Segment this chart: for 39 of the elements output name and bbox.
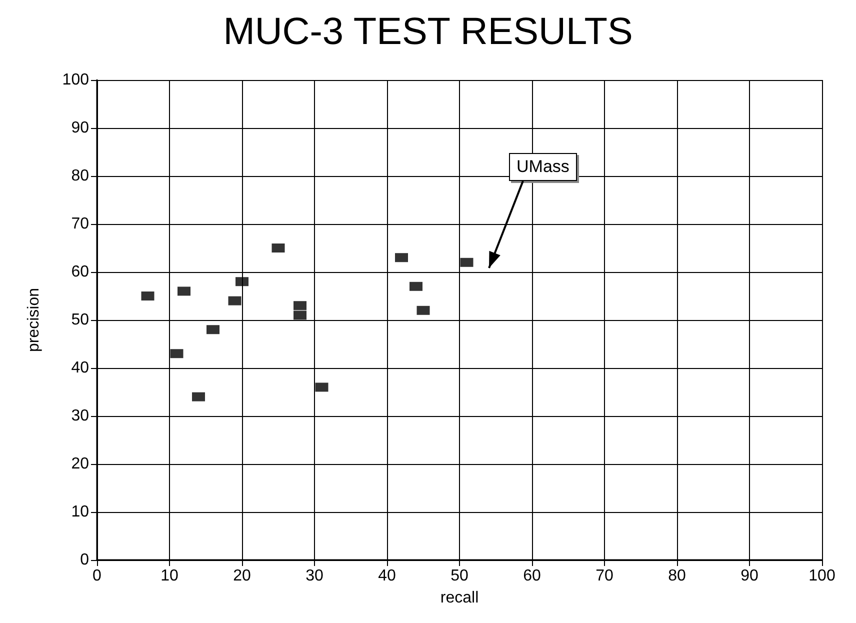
x-tick-label: 0 (92, 568, 102, 584)
point (228, 296, 242, 306)
x-tick-label: 20 (233, 568, 251, 584)
y-tick-label: 100 (62, 72, 90, 88)
y-tick-label: 30 (71, 408, 90, 424)
point (192, 392, 205, 402)
x-tick-label: 100 (808, 568, 836, 584)
y-tick-label: 50 (71, 312, 90, 328)
y-tick-label: 60 (71, 264, 90, 280)
point (170, 349, 184, 358)
y-axis-title: precision (26, 288, 42, 352)
point (410, 282, 422, 291)
y-tick-label: 40 (71, 360, 90, 376)
point (178, 286, 190, 296)
point (206, 325, 220, 334)
x-tick-label: 10 (160, 568, 178, 584)
point (294, 310, 306, 320)
point (294, 301, 306, 310)
x-axis-title: recall (440, 590, 479, 606)
y-tick-label: 10 (71, 504, 90, 520)
x-tick-label: 90 (740, 568, 758, 584)
y-tick-label: 70 (71, 216, 90, 232)
point (416, 306, 430, 315)
point (236, 277, 248, 286)
y-tick-label: 0 (80, 552, 90, 568)
chart-title: MUC-3 TEST RESULTS (223, 11, 633, 53)
y-tick-label: 20 (71, 456, 90, 472)
point (395, 253, 408, 262)
point (315, 382, 328, 392)
y-tick-label: 80 (71, 168, 90, 184)
x-tick-label: 80 (668, 568, 686, 584)
x-tick-label: 60 (523, 568, 541, 584)
annotation: UMass (508, 153, 578, 181)
x-tick-label: 40 (378, 568, 396, 584)
y-tick-label: 90 (71, 120, 90, 136)
x-tick-label: 50 (450, 568, 468, 584)
point (460, 258, 474, 267)
x-tick-label: 70 (596, 568, 614, 584)
x-tick-label: 30 (306, 568, 324, 584)
